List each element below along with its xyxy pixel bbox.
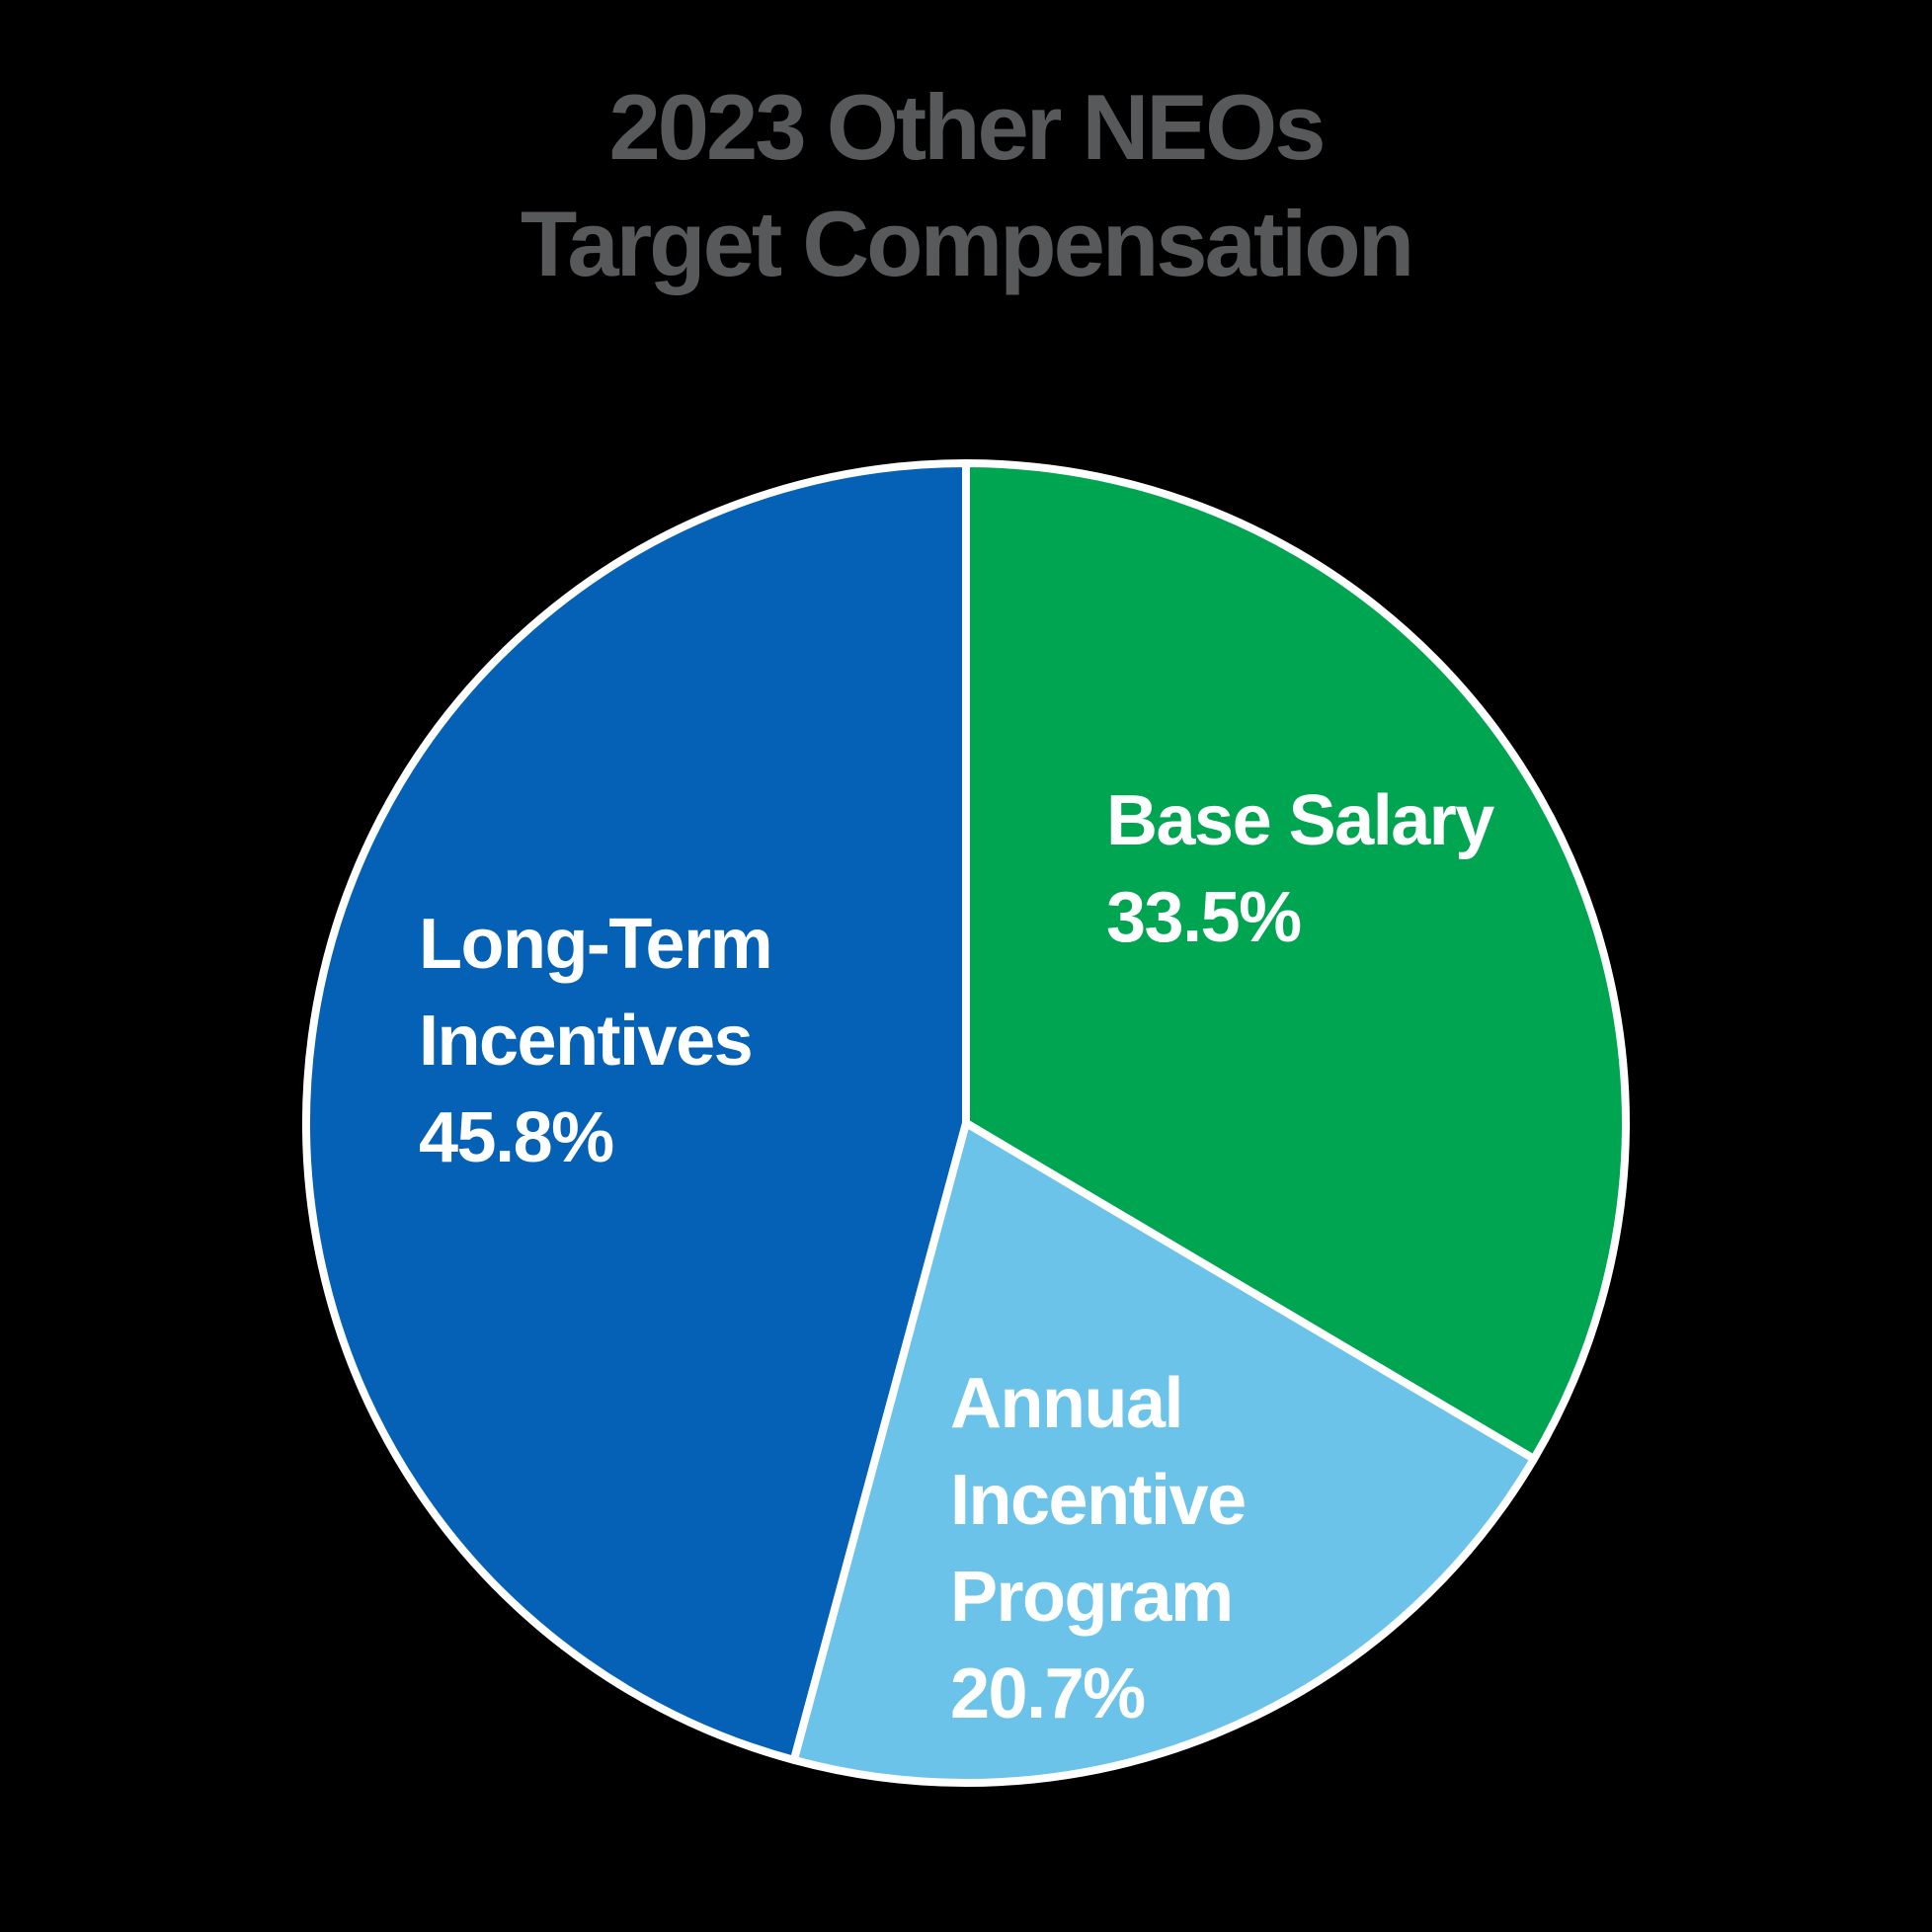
- pie-slice-annual-incentive-program: [789, 1119, 1538, 1787]
- slice-label-long-term-incentives: Long-Term Incentives 45.8%: [419, 896, 773, 1186]
- slice-value: 45.8%: [419, 1098, 614, 1177]
- chart-title: 2023 Other NEOs Target Compensation: [0, 69, 1932, 302]
- pie-slice-long-term-incentives: [302, 459, 970, 1764]
- slice-label-line: Incentives: [419, 1002, 754, 1081]
- slice-label-line: Incentive: [950, 1461, 1247, 1540]
- slice-label-base-salary: Base Salary 33.5%: [1106, 772, 1494, 966]
- slice-value: 33.5%: [1106, 878, 1302, 957]
- pie-slice-base-salary: [962, 459, 1630, 1464]
- chart-title-line2: Target Compensation: [520, 192, 1414, 295]
- slice-label-line: Annual: [950, 1364, 1183, 1443]
- slice-value: 20.7%: [950, 1654, 1146, 1733]
- slice-label-line: Base Salary: [1106, 781, 1494, 860]
- slice-label-annual-incentive-program: Annual Incentive Program 20.7%: [950, 1355, 1247, 1742]
- slice-label-line: Program: [950, 1558, 1234, 1637]
- slice-label-line: Long-Term: [419, 905, 773, 984]
- chart-title-line1: 2023 Other NEOs: [608, 75, 1326, 179]
